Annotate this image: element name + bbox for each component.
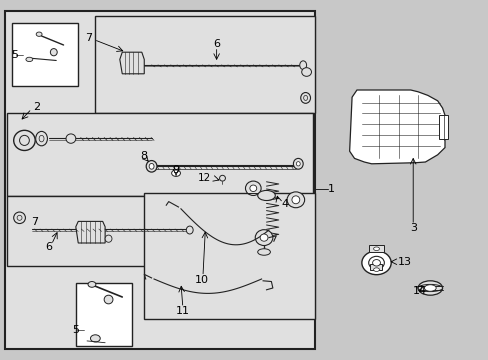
Ellipse shape bbox=[50, 49, 57, 56]
Ellipse shape bbox=[14, 130, 35, 150]
Bar bbox=[369, 264, 382, 270]
Text: 7: 7 bbox=[84, 33, 92, 43]
Polygon shape bbox=[120, 52, 144, 74]
Ellipse shape bbox=[299, 61, 306, 69]
Text: 5: 5 bbox=[72, 325, 79, 336]
Text: 14: 14 bbox=[412, 285, 426, 296]
Text: 2: 2 bbox=[33, 102, 41, 112]
Text: 11: 11 bbox=[176, 306, 189, 316]
Ellipse shape bbox=[286, 192, 304, 208]
Ellipse shape bbox=[255, 230, 272, 246]
Ellipse shape bbox=[296, 162, 300, 166]
Text: 8: 8 bbox=[141, 151, 147, 161]
Ellipse shape bbox=[219, 175, 225, 181]
Ellipse shape bbox=[88, 282, 96, 287]
Bar bbox=[12, 23, 78, 86]
Ellipse shape bbox=[257, 249, 270, 255]
Ellipse shape bbox=[300, 93, 310, 103]
Ellipse shape bbox=[36, 32, 42, 36]
Text: 1: 1 bbox=[327, 184, 334, 194]
Bar bbox=[5, 11, 315, 349]
Ellipse shape bbox=[149, 163, 154, 169]
Text: 5: 5 bbox=[11, 50, 18, 60]
Text: 6: 6 bbox=[213, 39, 220, 49]
Ellipse shape bbox=[373, 247, 379, 251]
Polygon shape bbox=[95, 16, 315, 113]
Ellipse shape bbox=[14, 212, 25, 224]
Ellipse shape bbox=[105, 235, 112, 242]
Bar bbox=[144, 193, 315, 319]
Ellipse shape bbox=[39, 135, 44, 142]
Ellipse shape bbox=[417, 284, 442, 292]
Text: 3: 3 bbox=[409, 222, 416, 233]
Text: 7: 7 bbox=[31, 217, 38, 227]
Bar bbox=[7, 113, 312, 196]
Ellipse shape bbox=[260, 234, 267, 241]
Ellipse shape bbox=[361, 251, 390, 275]
Ellipse shape bbox=[301, 68, 311, 76]
Ellipse shape bbox=[17, 215, 22, 220]
Ellipse shape bbox=[20, 135, 29, 145]
Polygon shape bbox=[7, 196, 215, 266]
Text: 9: 9 bbox=[172, 165, 179, 175]
Bar bbox=[438, 115, 447, 139]
Ellipse shape bbox=[291, 196, 299, 204]
Ellipse shape bbox=[171, 170, 180, 176]
Ellipse shape bbox=[90, 335, 100, 342]
Text: 4: 4 bbox=[281, 199, 288, 209]
Ellipse shape bbox=[372, 260, 380, 266]
Ellipse shape bbox=[146, 161, 157, 172]
Ellipse shape bbox=[26, 57, 33, 62]
Ellipse shape bbox=[417, 281, 442, 295]
Ellipse shape bbox=[104, 295, 113, 304]
Bar bbox=[368, 245, 383, 252]
Text: 10: 10 bbox=[194, 275, 208, 285]
Ellipse shape bbox=[66, 134, 76, 143]
Ellipse shape bbox=[249, 185, 256, 192]
Ellipse shape bbox=[303, 95, 307, 100]
Ellipse shape bbox=[373, 268, 379, 271]
Text: 13: 13 bbox=[397, 257, 411, 267]
Ellipse shape bbox=[36, 131, 47, 146]
Text: 6: 6 bbox=[45, 242, 52, 252]
Text: 12: 12 bbox=[198, 173, 211, 183]
Bar bbox=[76, 283, 132, 346]
Ellipse shape bbox=[368, 256, 384, 269]
Polygon shape bbox=[76, 221, 105, 243]
Ellipse shape bbox=[186, 226, 193, 234]
Ellipse shape bbox=[424, 285, 435, 291]
Ellipse shape bbox=[245, 181, 261, 195]
Ellipse shape bbox=[257, 190, 275, 201]
Ellipse shape bbox=[293, 158, 303, 169]
Polygon shape bbox=[349, 90, 444, 164]
